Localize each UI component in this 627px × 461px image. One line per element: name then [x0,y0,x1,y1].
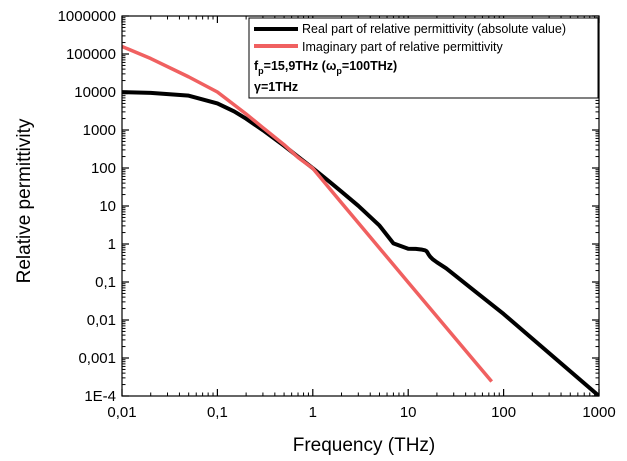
legend: Real part of relative permittivity (abso… [248,17,599,99]
legend-label-imag: Imaginary part of relative permittivity [302,40,504,54]
fp-suffix: =100THz) [342,59,397,73]
x-tick-label: 1 [309,404,317,421]
y-tick-label: 10000 [74,84,116,101]
y-tick-label: 0,001 [78,350,116,367]
y-tick-label: 1E-4 [84,388,116,405]
plot-curves [122,44,599,396]
y-axis-title: Relative permittivity [14,118,35,283]
y-tick-label: 1000 [83,122,116,139]
x-axis-title: Frequency (THz) [293,435,436,456]
x-tick-label: 0,1 [207,404,228,421]
y-tick-label: 0,1 [95,274,116,291]
legend-annotation-fp: fp=15,9THz (ωp=100THz) [254,59,397,76]
y-tick-label: 100000 [66,46,116,63]
legend-label-real: Real part of relative permittivity (abso… [302,22,566,36]
y-tick-label: 1 [108,236,116,253]
x-tick-label: 100 [491,404,516,421]
fp-sub: p [258,66,264,76]
y-tick-label: 0,01 [87,312,116,329]
series-imag-line [122,44,494,383]
y-tick-label: 1000000 [58,8,116,25]
fp-mid: =15,9THz (ω [264,59,337,73]
x-tick-label: 0,01 [107,404,136,421]
legend-box [248,17,599,99]
wp-sub: p [336,66,342,76]
x-tick-label: 1000 [582,404,615,421]
fp-prefix: f [254,59,259,73]
y-tick-label: 10 [99,198,116,215]
x-tick-label: 10 [400,404,417,421]
series-real-line [122,90,599,396]
legend-annotation-gamma: γ=1THz [254,80,298,94]
y-tick-label: 100 [91,160,116,177]
